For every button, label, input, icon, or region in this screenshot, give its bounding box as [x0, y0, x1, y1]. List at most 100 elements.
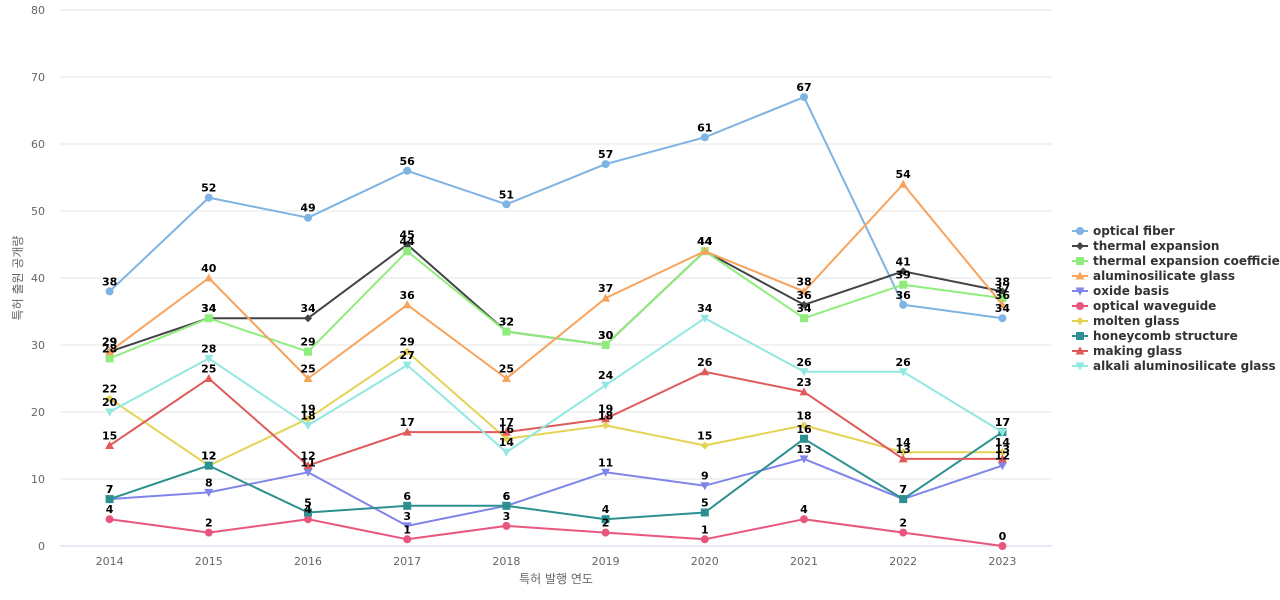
- data-point-marker[interactable]: [997, 300, 1007, 309]
- data-point-marker[interactable]: [303, 461, 313, 470]
- data-point-marker[interactable]: [601, 421, 610, 430]
- data-point-marker[interactable]: [700, 482, 710, 491]
- data-point-marker[interactable]: [105, 408, 115, 417]
- data-point-marker[interactable]: [998, 542, 1007, 550]
- data-point-marker[interactable]: [105, 495, 114, 504]
- data-point-marker[interactable]: [402, 427, 412, 436]
- data-point-marker[interactable]: [800, 93, 808, 102]
- data-point-marker[interactable]: [403, 240, 412, 249]
- data-point-marker[interactable]: [304, 213, 312, 222]
- data-point-marker[interactable]: [402, 300, 412, 309]
- data-point-marker[interactable]: [204, 273, 214, 282]
- data-point-marker[interactable]: [700, 314, 710, 323]
- data-point-marker[interactable]: [998, 314, 1007, 323]
- data-point-marker[interactable]: [799, 455, 809, 464]
- legend-marker[interactable]: [1076, 317, 1084, 325]
- data-point-marker[interactable]: [204, 528, 213, 537]
- legend-marker[interactable]: [1075, 346, 1085, 355]
- data-point-marker[interactable]: [304, 515, 312, 524]
- legend-marker[interactable]: [1075, 287, 1085, 296]
- data-point-marker[interactable]: [304, 414, 312, 423]
- data-point-marker[interactable]: [601, 293, 611, 302]
- series-line[interactable]: [109, 457, 1003, 527]
- data-point-marker[interactable]: [899, 495, 908, 504]
- data-point-marker[interactable]: [402, 361, 412, 370]
- data-point-marker[interactable]: [501, 374, 511, 382]
- data-point-marker[interactable]: [204, 354, 214, 363]
- legend-item[interactable]: molten glass: [1072, 314, 1180, 328]
- data-point-marker[interactable]: [502, 200, 511, 209]
- series-line[interactable]: [109, 431, 1003, 521]
- data-point-marker[interactable]: [105, 347, 115, 356]
- legend-item[interactable]: optical fiber: [1072, 224, 1175, 238]
- data-point-marker[interactable]: [601, 341, 610, 349]
- data-point-marker[interactable]: [601, 160, 610, 169]
- data-point-marker[interactable]: [105, 394, 114, 403]
- data-point-marker[interactable]: [898, 179, 908, 188]
- data-point-marker[interactable]: [403, 501, 412, 510]
- series-line[interactable]: [109, 350, 1003, 467]
- data-point-marker[interactable]: [898, 368, 908, 377]
- data-point-marker[interactable]: [204, 488, 214, 497]
- data-point-marker[interactable]: [601, 381, 611, 390]
- data-point-marker[interactable]: [998, 448, 1007, 457]
- data-point-marker[interactable]: [601, 468, 611, 477]
- data-point-marker[interactable]: [502, 501, 511, 510]
- data-point-marker[interactable]: [105, 515, 114, 524]
- data-point-marker[interactable]: [204, 193, 213, 202]
- series-line[interactable]: [109, 370, 1003, 467]
- data-point-marker[interactable]: [403, 166, 412, 175]
- legend-marker[interactable]: [1076, 257, 1084, 265]
- legend-item[interactable]: honeycomb structure: [1072, 329, 1238, 343]
- legend-item[interactable]: making glass: [1072, 344, 1182, 358]
- legend-item[interactable]: optical waveguide: [1072, 299, 1216, 313]
- data-point-marker[interactable]: [800, 300, 808, 309]
- data-point-marker[interactable]: [502, 521, 511, 530]
- legend-marker[interactable]: [1076, 227, 1084, 235]
- data-point-marker[interactable]: [403, 535, 412, 544]
- legend-marker[interactable]: [1076, 242, 1084, 250]
- data-point-marker[interactable]: [303, 421, 313, 430]
- series-line[interactable]: [109, 317, 1003, 454]
- data-point-marker[interactable]: [105, 287, 114, 296]
- data-point-marker[interactable]: [899, 267, 908, 276]
- data-point-marker[interactable]: [501, 448, 511, 457]
- legend-item[interactable]: thermal expansion: [1072, 239, 1219, 253]
- legend-marker[interactable]: [1076, 332, 1084, 340]
- data-point-marker[interactable]: [800, 421, 808, 430]
- data-point-marker[interactable]: [800, 314, 808, 323]
- data-point-marker[interactable]: [700, 535, 709, 544]
- series-line[interactable]: [109, 518, 1003, 547]
- data-point-marker[interactable]: [204, 461, 213, 470]
- data-point-marker[interactable]: [105, 441, 115, 449]
- data-point-marker[interactable]: [403, 247, 412, 256]
- data-point-marker[interactable]: [800, 515, 808, 524]
- data-point-marker[interactable]: [799, 286, 809, 295]
- legend-marker[interactable]: [1075, 271, 1085, 280]
- data-point-marker[interactable]: [502, 327, 511, 336]
- data-point-marker[interactable]: [998, 294, 1007, 303]
- data-point-marker[interactable]: [700, 508, 709, 517]
- data-point-marker[interactable]: [899, 448, 908, 457]
- data-point-marker[interactable]: [898, 454, 908, 463]
- data-point-marker[interactable]: [501, 427, 511, 436]
- data-point-marker[interactable]: [204, 314, 213, 323]
- data-point-marker[interactable]: [502, 434, 511, 443]
- data-point-marker[interactable]: [403, 347, 412, 356]
- data-point-marker[interactable]: [899, 528, 908, 537]
- data-point-marker[interactable]: [998, 287, 1007, 296]
- legend-item[interactable]: thermal expansion coefficient: [1072, 254, 1280, 268]
- data-point-marker[interactable]: [700, 441, 709, 450]
- data-point-marker[interactable]: [997, 454, 1007, 463]
- legend-marker[interactable]: [1075, 362, 1085, 371]
- data-point-marker[interactable]: [303, 374, 313, 382]
- data-point-marker[interactable]: [601, 528, 610, 537]
- data-point-marker[interactable]: [799, 368, 809, 377]
- data-point-marker[interactable]: [304, 508, 312, 517]
- data-point-marker[interactable]: [799, 387, 809, 396]
- legend-item[interactable]: alkali aluminosilicate glass: [1072, 359, 1276, 373]
- series-line[interactable]: [109, 183, 1004, 380]
- series-line[interactable]: [109, 243, 1003, 353]
- data-point-marker[interactable]: [700, 133, 709, 142]
- data-point-marker[interactable]: [601, 414, 611, 423]
